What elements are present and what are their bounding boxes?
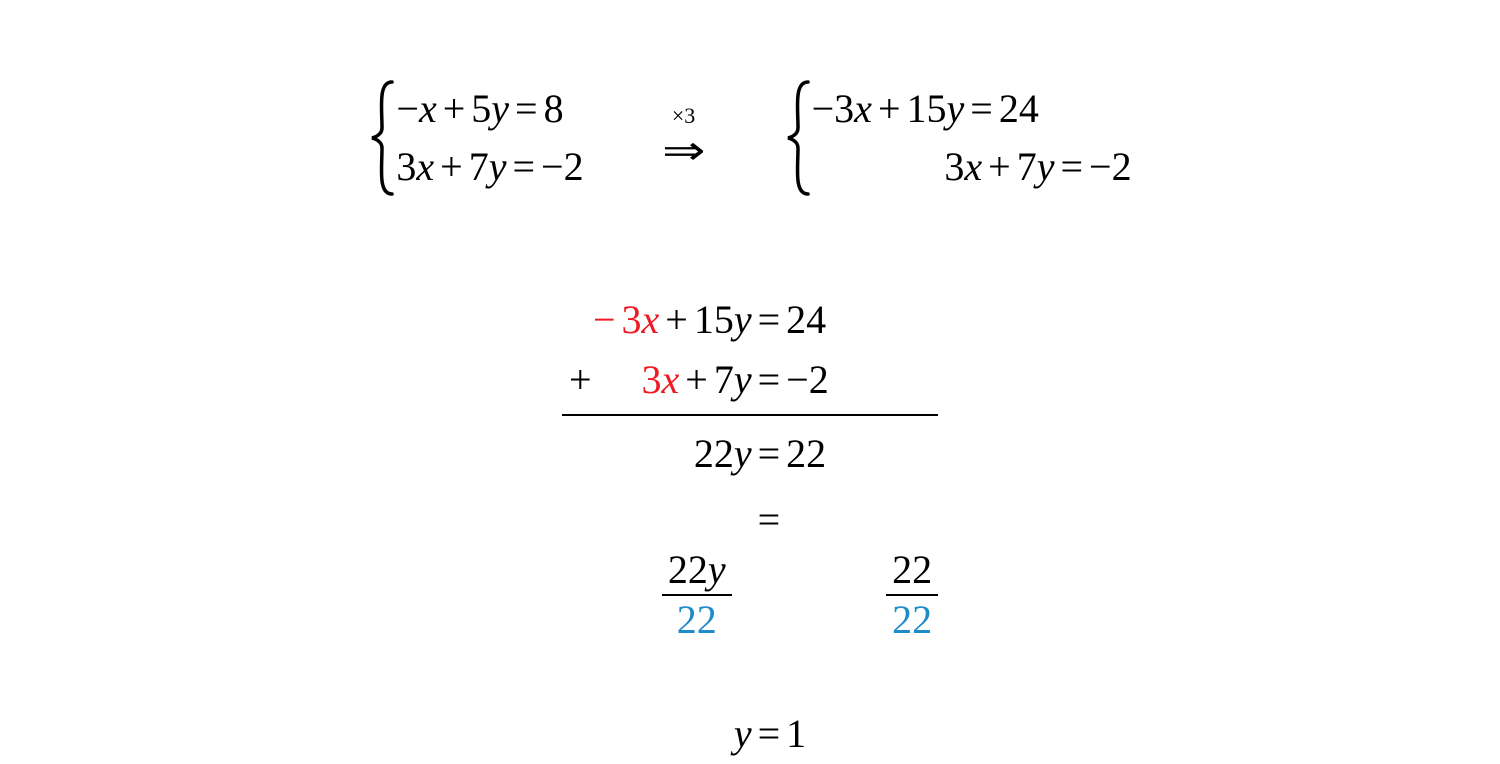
- sum-line: 22y = 22: [562, 415, 938, 484]
- eq-sign: =: [758, 497, 781, 542]
- op-plus: +: [878, 86, 901, 131]
- top-row: −x+5y=8 3x+7y=−2 ×3 ⇒ −3x+15y=24 3x+7y=−…: [0, 78, 1500, 198]
- rhs: 24: [999, 86, 1039, 131]
- coef: 15: [907, 86, 947, 131]
- addition-block: −3x+15y = 24 + 3x+7y = −2 22y = 22 22y: [0, 290, 1500, 764]
- num-coef: 22: [668, 547, 708, 592]
- fraction-right: 22 22: [886, 548, 938, 642]
- implies-arrow: ×3 ⇒: [584, 105, 784, 171]
- coef: 5: [471, 86, 491, 131]
- addition-line-1: −3x+15y = 24: [562, 290, 938, 350]
- coef: 3: [944, 144, 964, 189]
- op-plus: +: [988, 144, 1011, 189]
- coef: 7: [1017, 144, 1037, 189]
- fraction-bar-icon: [886, 594, 938, 596]
- equation-line: 3x+7y=−2: [812, 138, 1132, 196]
- coef: 3: [642, 357, 662, 402]
- coef: 7: [469, 144, 489, 189]
- var-y: y: [947, 86, 965, 131]
- var-y: y: [1037, 144, 1055, 189]
- coef: 7: [714, 357, 734, 402]
- rhs: 22: [786, 431, 826, 476]
- eq-sign: =: [758, 431, 781, 476]
- eq-sign: =: [758, 297, 781, 342]
- var-x: x: [642, 297, 660, 342]
- rhs: 1: [786, 711, 806, 756]
- op-plus: +: [440, 144, 463, 189]
- coef: 15: [694, 297, 734, 342]
- denominator: 22: [671, 598, 723, 642]
- plus-sign: +: [569, 357, 592, 402]
- coef: 22: [694, 431, 734, 476]
- op-plus: +: [685, 357, 708, 402]
- eq-sign: =: [515, 86, 538, 131]
- equation-line: −3x+15y=24: [812, 80, 1132, 138]
- result-line: y = 1: [562, 700, 938, 764]
- var-x: x: [964, 144, 982, 189]
- op-plus: +: [443, 86, 466, 131]
- rhs: 24: [786, 297, 826, 342]
- var-x: x: [662, 357, 680, 402]
- right-system: −3x+15y=24 3x+7y=−2: [784, 78, 1132, 198]
- denominator: 22: [886, 598, 938, 642]
- right-system-equations: −3x+15y=24 3x+7y=−2: [812, 80, 1132, 196]
- left-brace-icon: [368, 78, 396, 198]
- rhs: 8: [544, 86, 564, 131]
- op-plus: +: [665, 297, 688, 342]
- var-y: y: [734, 431, 752, 476]
- var-y: y: [708, 547, 726, 592]
- eq-sign: =: [758, 357, 781, 402]
- rhs: −2: [1089, 144, 1132, 189]
- eq-sign: =: [970, 86, 993, 131]
- minus-sign: −: [593, 297, 616, 342]
- eq-sign: =: [758, 711, 781, 756]
- fraction-bar-icon: [662, 594, 732, 596]
- coef: 3: [396, 144, 416, 189]
- divide-line: 22y 22 = 22 22: [562, 484, 938, 700]
- equation-line: −x+5y=8: [396, 80, 583, 138]
- fraction-left: 22y 22: [662, 548, 732, 642]
- left-system-equations: −x+5y=8 3x+7y=−2: [396, 80, 583, 196]
- numerator: 22: [886, 548, 938, 592]
- var-y: y: [734, 297, 752, 342]
- var-y: y: [491, 86, 509, 131]
- math-derivation: −x+5y=8 3x+7y=−2 ×3 ⇒ −3x+15y=24 3x+7y=−…: [0, 0, 1500, 750]
- eq-sign: =: [1060, 144, 1083, 189]
- term: −x: [396, 86, 436, 131]
- addition-line-2: + 3x+7y = −2: [562, 350, 938, 415]
- var-y: y: [489, 144, 507, 189]
- equation-line: 3x+7y=−2: [396, 138, 583, 196]
- coef: 3: [622, 297, 642, 342]
- left-brace-icon: [784, 78, 812, 198]
- addition-table: −3x+15y = 24 + 3x+7y = −2 22y = 22 22y: [562, 290, 938, 764]
- var-y: y: [734, 357, 752, 402]
- rhs: −2: [786, 357, 829, 402]
- left-system: −x+5y=8 3x+7y=−2: [368, 78, 583, 198]
- double-arrow-icon: ⇒: [662, 131, 706, 171]
- eq-sign: =: [512, 144, 535, 189]
- var-y: y: [734, 711, 752, 756]
- var-x: x: [416, 144, 434, 189]
- arrow-label: ×3: [672, 105, 695, 127]
- rhs: −2: [541, 144, 584, 189]
